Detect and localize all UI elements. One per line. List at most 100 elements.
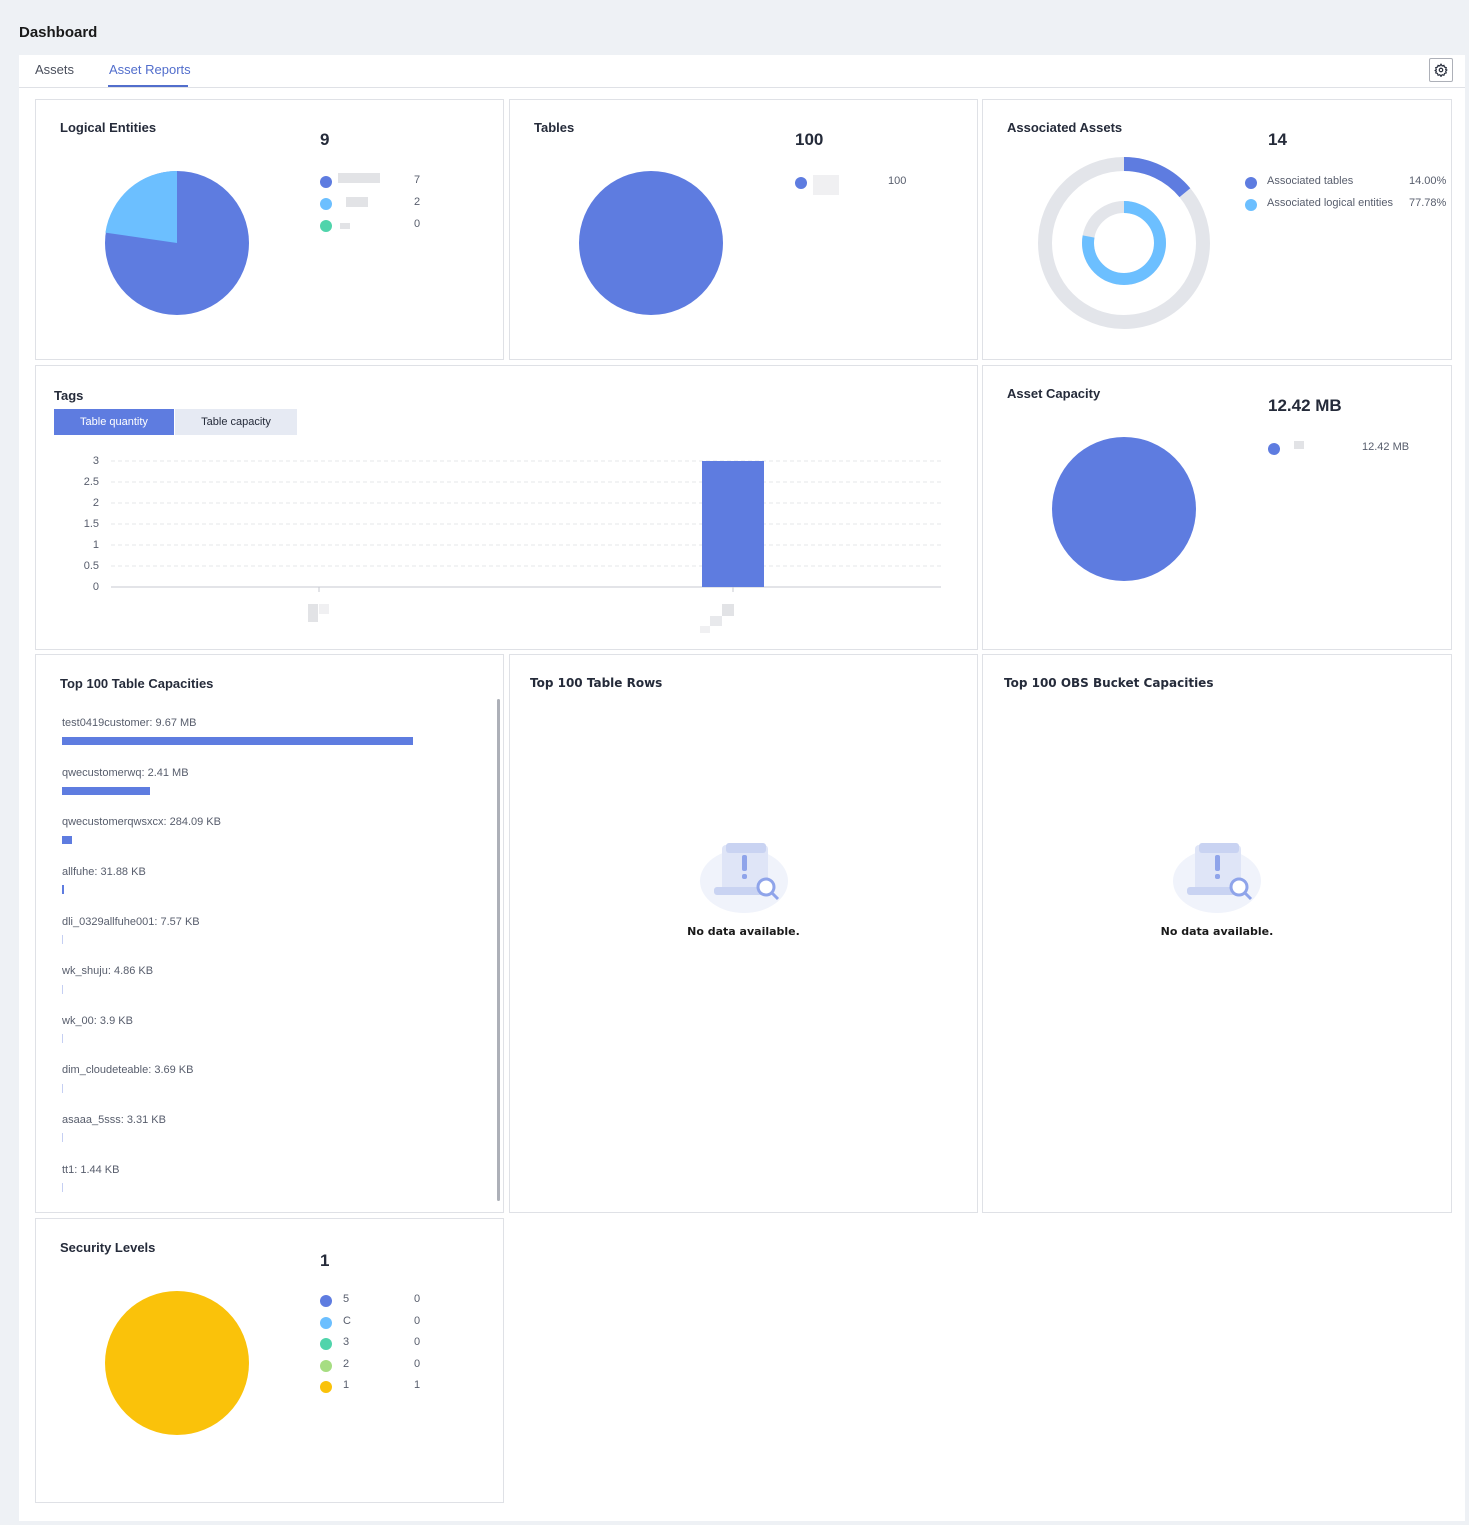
- no-data-icon: [1173, 843, 1261, 913]
- legend-value: 0: [414, 1315, 421, 1327]
- y-tick-label: 3: [92, 455, 99, 467]
- x-label-redacted: [319, 604, 329, 614]
- legend-value: 0: [414, 1358, 421, 1370]
- capacity-item-label: dim_cloudeteable: 3.69 KB: [62, 1064, 194, 1076]
- legend-label: 5: [343, 1293, 350, 1305]
- card-title: Top 100 OBS Bucket Capacities: [1004, 676, 1214, 690]
- card-title: Top 100 Table Capacities: [60, 676, 214, 691]
- card-title: Tags: [54, 388, 84, 403]
- gear-icon: [1434, 63, 1448, 77]
- capacity-bar: [62, 836, 72, 844]
- legend-label-redacted: [813, 175, 839, 195]
- tab-asset-reports[interactable]: Asset Reports: [109, 62, 191, 77]
- no-data-icon: [700, 843, 788, 913]
- logical-entities-pie: [105, 170, 249, 315]
- asset-capacity-card: Asset Capacity 12.42 MB 12.42 MB: [982, 365, 1452, 650]
- legend-dot: [320, 176, 332, 188]
- tables-pie: [579, 171, 723, 315]
- legend-value: 14.00%: [1409, 175, 1447, 187]
- y-tick-label: 0.5: [83, 560, 99, 572]
- card-title: Logical Entities: [60, 120, 157, 135]
- card-title: Tables: [534, 120, 575, 135]
- x-label-redacted: [308, 604, 318, 622]
- legend-value: 0: [414, 1293, 421, 1305]
- card-title: Associated Assets: [1007, 120, 1123, 135]
- outer-ring-arc: [1038, 157, 1210, 329]
- y-tick-label: 0: [92, 581, 99, 593]
- legend-dot: [320, 220, 332, 232]
- empty-state-text: No data available.: [687, 925, 800, 938]
- legend-dot: [1245, 177, 1257, 189]
- legend-dot: [320, 1338, 332, 1350]
- capacity-bar: [62, 1034, 63, 1043]
- capacity-bar: [62, 1133, 63, 1142]
- card-title: Top 100 Table Rows: [530, 676, 663, 690]
- tags-card: Tags Table quantity Table capacity 3 2.5: [35, 365, 978, 650]
- legend-label-redacted: [1294, 441, 1304, 449]
- y-tick-label: 2: [92, 497, 99, 509]
- capacity-item-label: wk_shuju: 4.86 KB: [62, 965, 154, 977]
- table-quantity-toggle[interactable]: Table quantity: [54, 409, 174, 435]
- capacity-item-label: wk_00: 3.9 KB: [62, 1015, 133, 1027]
- capacity-item-label: dli_0329allfuhe001: 7.57 KB: [62, 916, 200, 928]
- capacity-item-label: qwecustomerqwsxcx: 284.09 KB: [62, 816, 221, 828]
- empty-state-text: No data available.: [1160, 925, 1274, 938]
- top-table-capacities-card: Top 100 Table Capacities test0419custome…: [35, 654, 504, 1213]
- capacity-bar: [62, 787, 150, 795]
- total-count: 100: [795, 130, 824, 149]
- capacity-bar: [62, 1183, 63, 1192]
- associated-assets-rings: [1038, 157, 1210, 329]
- tables-card: Tables 100 100: [509, 99, 978, 360]
- x-label-redacted: [722, 604, 734, 616]
- legend-label-redacted: [346, 197, 368, 207]
- legend-value: 100: [888, 175, 907, 187]
- legend-value: 1: [414, 1379, 421, 1391]
- tab-assets[interactable]: Assets: [35, 62, 75, 77]
- scrollbar[interactable]: [497, 699, 500, 1201]
- legend-dot: [320, 1381, 332, 1393]
- x-label-redacted: [710, 616, 722, 626]
- legend-label-redacted: [340, 223, 350, 229]
- pie-slice: [1052, 437, 1196, 581]
- legend-label: 2: [343, 1358, 350, 1370]
- legend-dot: [320, 1295, 332, 1307]
- capacity-item-label: tt1: 1.44 KB: [62, 1164, 120, 1176]
- main-panel: Assets Asset Reports Logical Entities 9 …: [19, 55, 1465, 1521]
- tags-bar-chart: [111, 460, 941, 633]
- legend-label: 1: [343, 1379, 350, 1391]
- legend-label: C: [343, 1315, 351, 1327]
- legend-dot: [320, 1360, 332, 1372]
- capacity-item-label: test0419customer: 9.67 MB: [62, 717, 197, 729]
- capacity-bar: [62, 737, 413, 745]
- y-tick-label: 2.5: [83, 476, 99, 488]
- page-title: Dashboard: [19, 24, 98, 41]
- capacity-bar: [62, 935, 63, 944]
- bar: [702, 461, 764, 587]
- total-count: 14: [1268, 130, 1287, 149]
- capacity-bar: [62, 1084, 63, 1093]
- legend-dot: [1268, 443, 1280, 455]
- legend-value: 0: [414, 218, 421, 230]
- capacity-item-label: asaaa_5sss: 3.31 KB: [62, 1114, 166, 1126]
- security-levels-card: Security Levels 1 5 0 C 0 3 0 2 0 1 1: [35, 1218, 504, 1503]
- total-capacity: 12.42 MB: [1268, 396, 1342, 415]
- legend-label: 3: [343, 1336, 350, 1348]
- pie-slice: [105, 1291, 249, 1435]
- security-levels-pie: [105, 1291, 249, 1435]
- legend-label: Associated tables: [1267, 175, 1354, 187]
- settings-button[interactable]: [1429, 58, 1453, 82]
- inner-ring-arc: [1082, 201, 1166, 285]
- top-table-rows-card: Top 100 Table Rows No data available.: [509, 654, 978, 1213]
- asset-capacity-pie: [1052, 437, 1196, 581]
- legend-dot: [320, 198, 332, 210]
- active-tab-indicator: [108, 85, 188, 87]
- top-obs-capacities-card: Top 100 OBS Bucket Capacities No data av…: [982, 654, 1452, 1213]
- table-capacity-toggle[interactable]: Table capacity: [175, 409, 297, 435]
- card-title: Asset Capacity: [1007, 386, 1101, 401]
- legend-dot: [320, 1317, 332, 1329]
- pie-slice: [105, 170, 177, 243]
- legend-dot: [1245, 199, 1257, 211]
- card-title: Security Levels: [60, 1240, 156, 1255]
- legend-value: 7: [414, 174, 421, 186]
- y-tick-label: 1: [92, 539, 99, 551]
